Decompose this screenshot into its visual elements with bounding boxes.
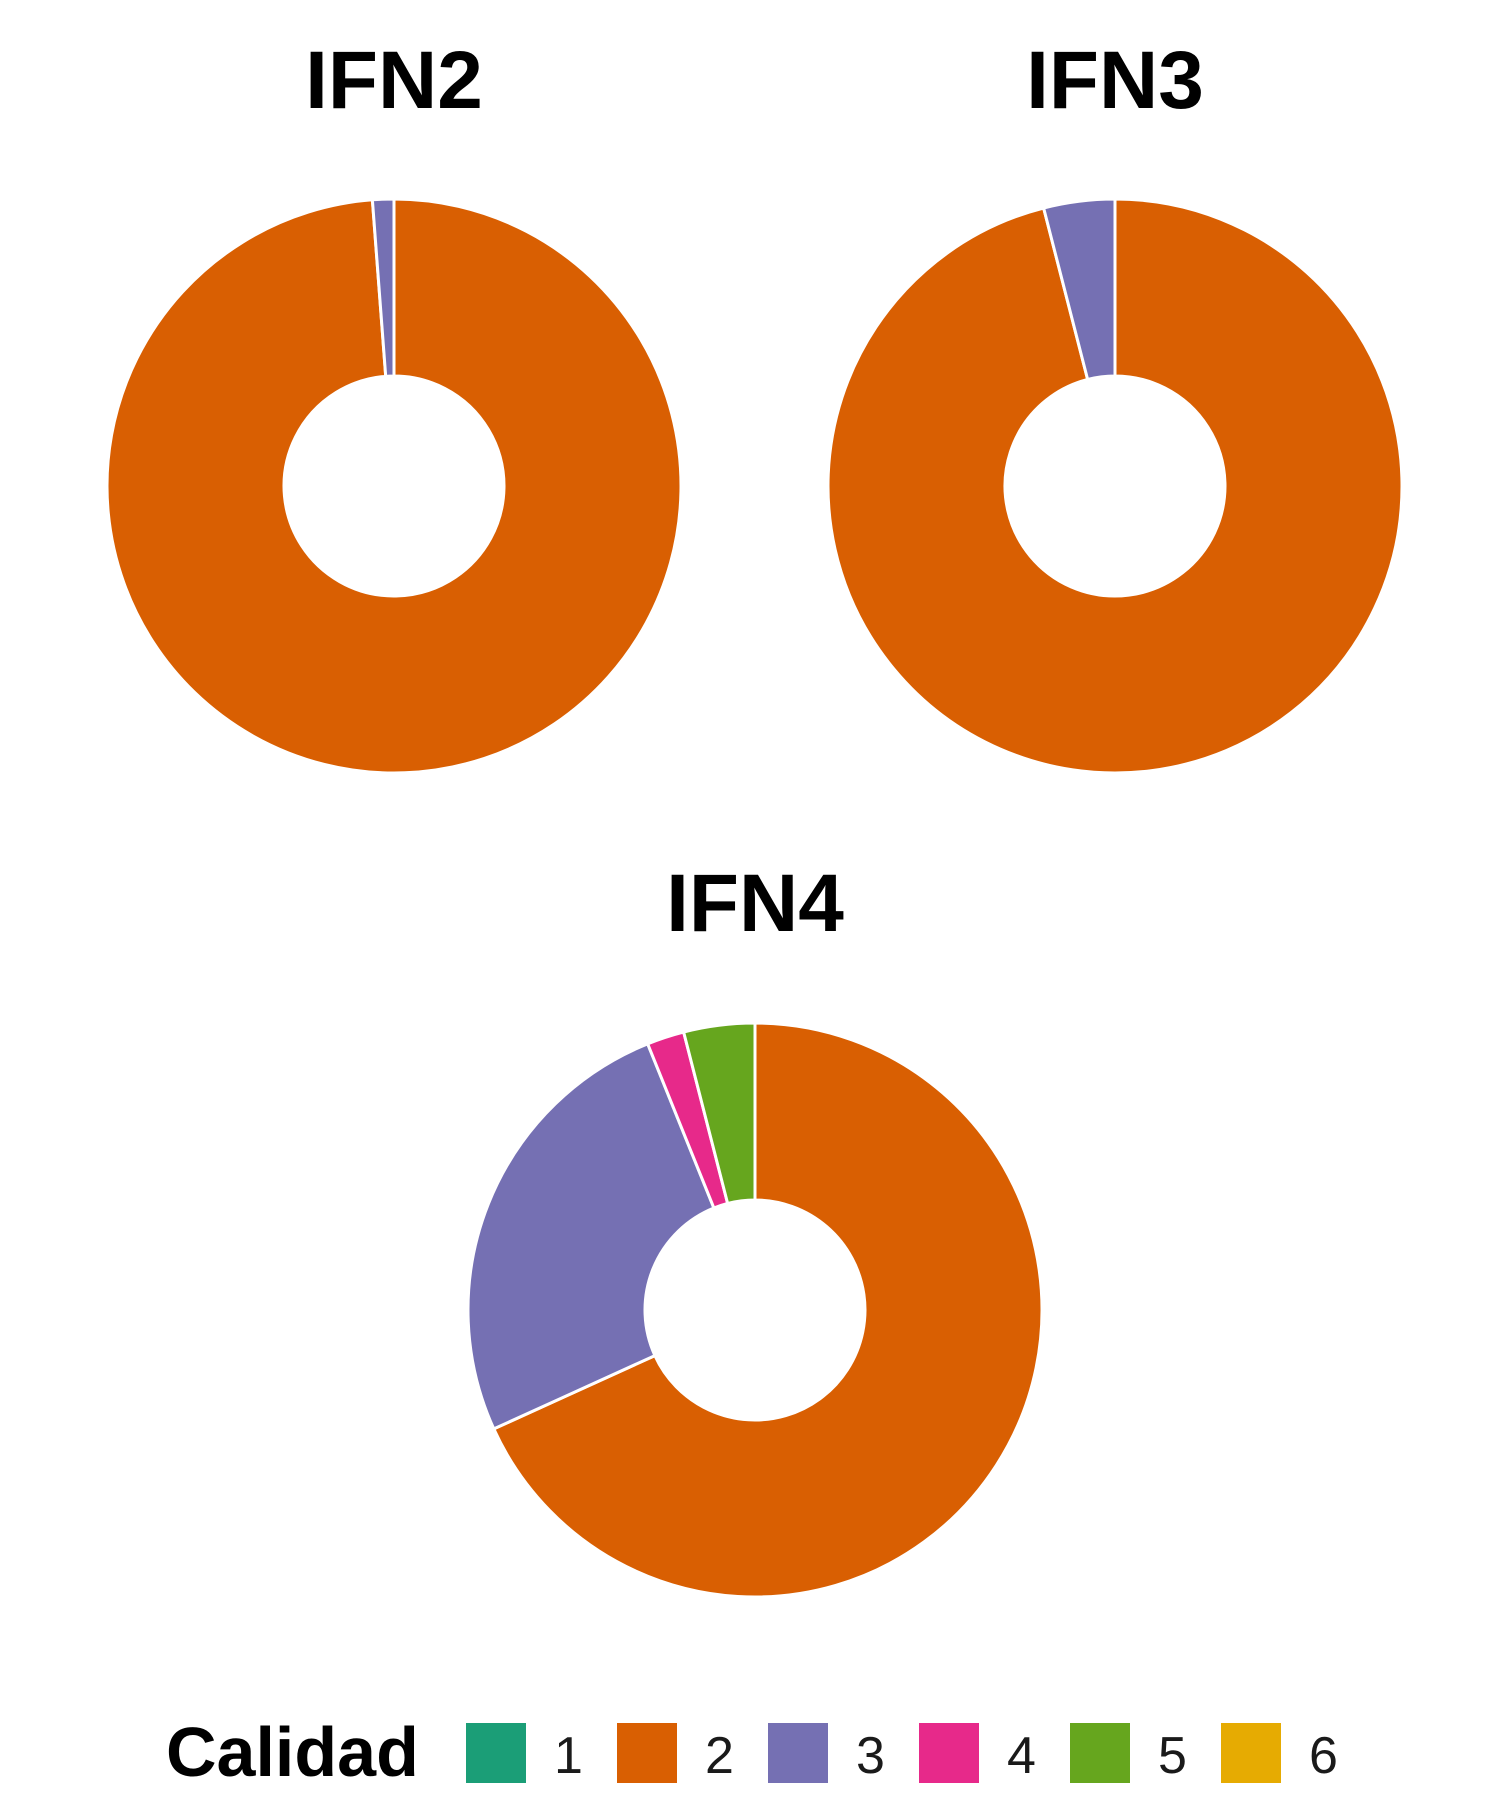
donut-panel-ifn4: IFN4 [466,858,1044,1599]
donut-panel-ifn2: IFN2 [105,35,683,775]
slice-ifn3-calidad-3 [1041,197,1117,382]
slice-ifn2-calidad-2 [105,197,683,775]
legend-key-3 [768,1723,828,1783]
legend-label-3: 3 [856,1727,885,1785]
legend-key-4 [919,1723,979,1783]
legend-label-1: 1 [554,1727,583,1785]
legend-key-1 [466,1723,526,1783]
slice-ifn3-calidad-2 [826,197,1404,775]
legend-label-2: 2 [705,1727,734,1785]
chart-title-ifn4: IFN4 [666,858,844,949]
legend: Calidad 1 2 3 4 5 6 [166,1713,1338,1791]
slice-ifn4-calidad-3 [466,1041,716,1431]
legend-key-5 [1070,1723,1130,1783]
legend-label-6: 6 [1309,1727,1338,1785]
slice-ifn4-calidad-5 [681,1021,757,1206]
chart-title-ifn2: IFN2 [305,35,483,126]
legend-label-5: 5 [1158,1727,1187,1785]
slice-ifn4-calidad-2 [491,1021,1044,1599]
slice-ifn2-calidad-3 [370,197,396,378]
donut-panel-ifn3: IFN3 [826,35,1404,775]
legend-title: Calidad [166,1713,419,1791]
chart-title-ifn3: IFN3 [1026,35,1204,126]
legend-label-4: 4 [1007,1727,1036,1785]
legend-key-6 [1221,1723,1281,1783]
legend-key-2 [617,1723,677,1783]
